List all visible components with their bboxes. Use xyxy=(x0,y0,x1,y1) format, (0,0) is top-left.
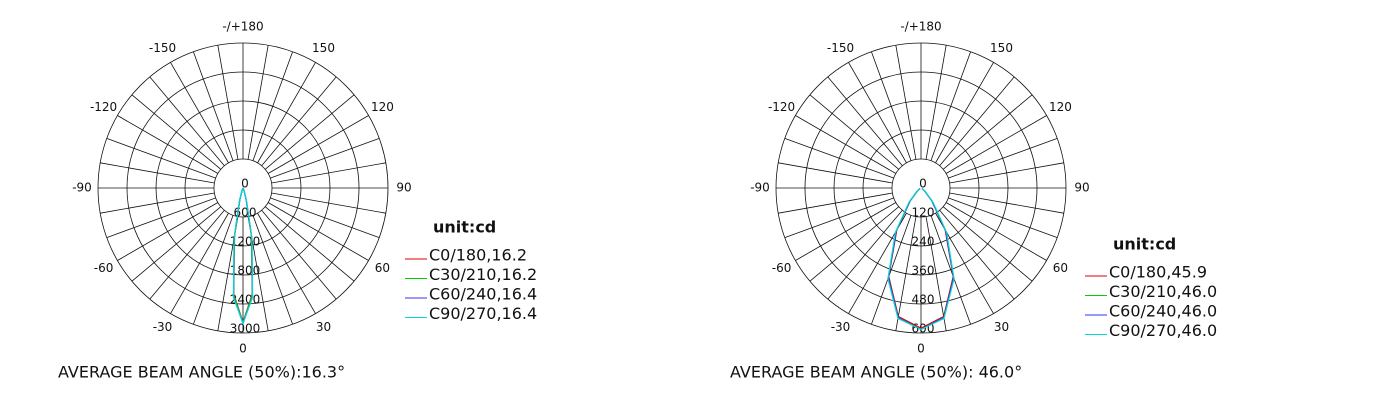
polar-chart: 01202403604806000306090120150-/+180-150-… xyxy=(730,20,1217,382)
angle-label: 120 xyxy=(371,100,394,114)
angle-label: -30 xyxy=(153,320,173,334)
angle-label: 150 xyxy=(312,41,335,55)
grid-circle xyxy=(775,42,1067,334)
angle-label: -90 xyxy=(72,181,92,195)
legend-label: C0/180,16.2 xyxy=(429,246,527,265)
angle-label: -150 xyxy=(827,41,854,55)
angle-label: 0 xyxy=(917,342,925,356)
series-line xyxy=(232,187,254,326)
angle-label: 0 xyxy=(239,342,247,356)
angle-label: -60 xyxy=(772,261,792,275)
grid-circle xyxy=(97,42,389,334)
angle-label: 120 xyxy=(1049,100,1072,114)
angle-label: -90 xyxy=(750,181,770,195)
angle-label: 90 xyxy=(396,181,411,195)
radial-tick-label: 0 xyxy=(919,177,927,191)
grid-circle xyxy=(833,100,1009,276)
unit-label: unit:cd xyxy=(1113,235,1176,254)
angle-label: 150 xyxy=(990,41,1013,55)
angle-label: 60 xyxy=(1053,261,1068,275)
legend-label: C60/240,46.0 xyxy=(1109,302,1217,321)
legend-label: C30/210,16.2 xyxy=(429,265,537,284)
angle-label: -/+180 xyxy=(222,20,263,34)
legend-label: C60/240,16.4 xyxy=(429,285,537,304)
angle-label: -30 xyxy=(831,320,851,334)
radial-tick-label: 360 xyxy=(912,264,935,278)
unit-label: unit:cd xyxy=(433,218,496,237)
radial-tick-label: 240 xyxy=(912,235,935,249)
grid-circle xyxy=(184,129,302,247)
grid-circle xyxy=(804,71,1038,305)
polar-chart: 060012001800240030000306090120150-/+180-… xyxy=(58,20,537,382)
radial-tick-label: 120 xyxy=(912,206,935,220)
radial-tick-label: 480 xyxy=(912,293,935,307)
angle-label: -120 xyxy=(90,100,117,114)
angle-label: 30 xyxy=(316,320,331,334)
grid-circle xyxy=(862,129,980,247)
beam-angle-note: AVERAGE BEAM ANGLE (50%): 46.0° xyxy=(730,363,1022,382)
radial-tick-label: 3000 xyxy=(230,322,261,336)
series-line xyxy=(887,188,955,331)
angle-label: -120 xyxy=(768,100,795,114)
grid-circle xyxy=(891,158,951,218)
legend-label: C90/270,46.0 xyxy=(1109,321,1217,340)
angle-label: -/+180 xyxy=(900,20,941,34)
radial-tick-label: 600 xyxy=(234,206,257,220)
angle-label: 30 xyxy=(994,320,1009,334)
angle-label: -60 xyxy=(94,261,114,275)
angle-label: 90 xyxy=(1074,181,1089,195)
grid-circle xyxy=(213,158,273,218)
beam-angle-note: AVERAGE BEAM ANGLE (50%):16.3° xyxy=(58,363,345,382)
radial-tick-label: 0 xyxy=(241,177,249,191)
legend-label: C0/180,45.9 xyxy=(1109,263,1207,282)
legend-label: C90/270,16.4 xyxy=(429,304,537,323)
grid-circle xyxy=(126,71,360,305)
grid-circle xyxy=(155,100,331,276)
angle-label: 60 xyxy=(375,261,390,275)
angle-label: -150 xyxy=(149,41,176,55)
legend-label: C30/210,46.0 xyxy=(1109,282,1217,301)
